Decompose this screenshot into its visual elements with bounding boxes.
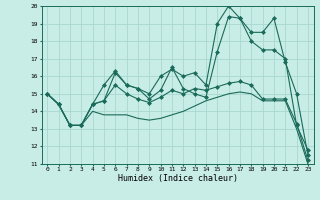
X-axis label: Humidex (Indice chaleur): Humidex (Indice chaleur) <box>118 174 237 183</box>
